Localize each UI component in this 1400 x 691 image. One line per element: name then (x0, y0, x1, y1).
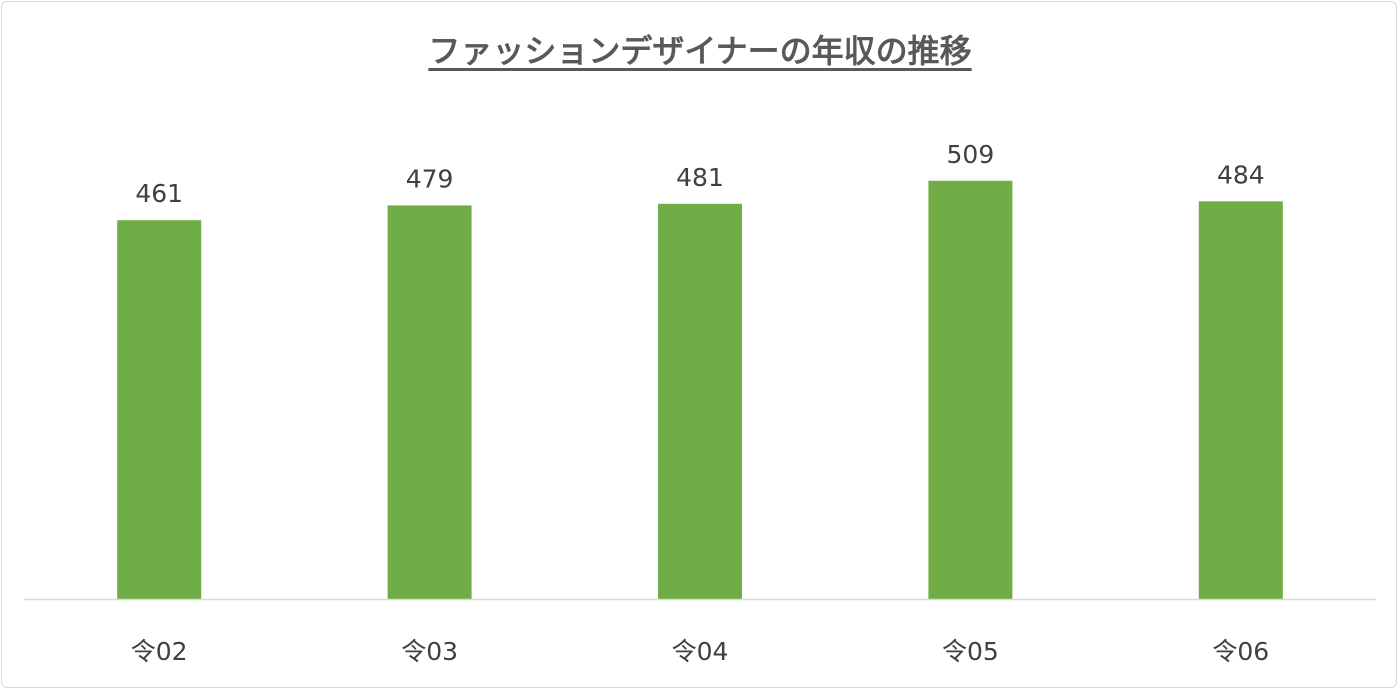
x-tick-label: 令05 (942, 637, 999, 666)
data-label: 481 (676, 163, 724, 192)
data-label: 509 (947, 140, 995, 169)
bar-令03 (387, 205, 472, 599)
data-label: 461 (135, 179, 183, 208)
x-tick-label: 令04 (672, 637, 729, 666)
data-label: 479 (406, 164, 454, 193)
bar-令02 (117, 220, 202, 599)
data-label: 484 (1217, 160, 1265, 189)
x-tick-label: 令02 (131, 637, 188, 666)
chart-title: ファッションデザイナーの年収の推移 (0, 26, 1400, 72)
x-tick-label: 令03 (401, 637, 458, 666)
bar-令06 (1198, 201, 1283, 599)
bar-令04 (658, 203, 742, 600)
bar-令05 (928, 180, 1013, 599)
chart-title-text: ファッションデザイナーの年収の推移 (428, 32, 972, 70)
x-tick-label: 令06 (1212, 637, 1269, 666)
